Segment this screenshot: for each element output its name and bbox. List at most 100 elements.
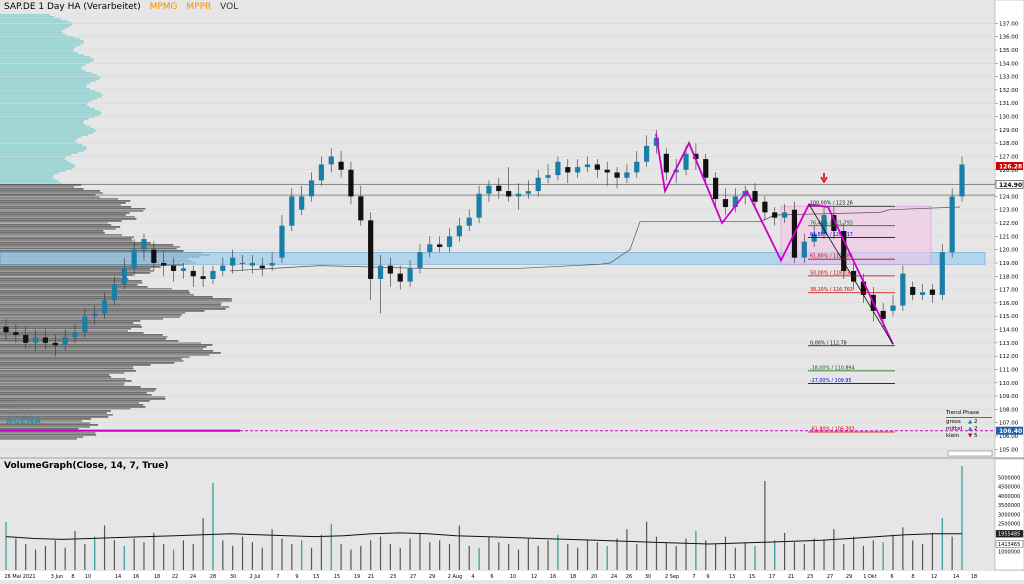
profile-bar xyxy=(0,294,194,296)
fib-label: 61,80% / 119.284 xyxy=(810,254,853,260)
profile-bar xyxy=(0,62,90,64)
time-tick-label: 14 xyxy=(953,574,959,580)
time-tick-label: 16 xyxy=(133,574,139,580)
profile-bar xyxy=(0,148,87,150)
time-axis[interactable]: 26 Mai 2021 3 Jun 8 10 14 16 18 22 24 28 30 2 Jul 7 9… xyxy=(0,571,1024,580)
time-tick-label: 2 Sep xyxy=(665,574,679,580)
candle-body xyxy=(161,262,167,266)
candle-body xyxy=(663,153,669,173)
profile-bar xyxy=(0,140,76,142)
time-tick-label: 6 xyxy=(890,574,893,580)
volume-graph-header[interactable]: VolumeGraph(Close, 14, 7, True) xyxy=(4,461,169,471)
fib-label: 0,00% / 112.78 xyxy=(810,340,847,346)
profile-bar xyxy=(0,208,146,210)
time-tick-label: 9 xyxy=(706,574,709,580)
profile-bar xyxy=(0,174,55,176)
profile-bar xyxy=(0,332,144,334)
profile-bar xyxy=(0,68,82,70)
candle-body xyxy=(732,196,738,208)
profile-bar xyxy=(0,170,66,172)
profile-bar xyxy=(0,70,86,72)
profile-bar xyxy=(0,184,82,186)
profile-bar xyxy=(0,362,175,364)
time-tick-label: 18 xyxy=(971,574,977,580)
candle-body xyxy=(407,268,413,282)
candle-body xyxy=(3,326,9,333)
price-axis[interactable]: 105.00 106.00 107.00 108.00 109.00 110.00 111.… xyxy=(994,0,1024,459)
time-tick-label: 27 xyxy=(827,574,833,580)
fib-label: -61,80% / 106.303 xyxy=(810,426,855,432)
volume-tick-label: 2500000 xyxy=(998,522,1020,528)
indicator-vol[interactable]: VOL xyxy=(220,2,239,12)
profile-bar xyxy=(0,274,134,276)
candle-body xyxy=(841,231,847,271)
profile-bar xyxy=(0,224,112,226)
profile-bar xyxy=(0,116,95,118)
profile-bar xyxy=(0,198,118,200)
profile-bar xyxy=(0,130,96,132)
candle-body xyxy=(269,262,275,266)
price-tick-label: 119.00 xyxy=(999,261,1019,267)
profile-bar xyxy=(0,106,90,108)
profile-bar xyxy=(0,394,152,396)
profile-bar xyxy=(0,420,83,422)
profile-bar xyxy=(0,98,97,100)
zigzag-line xyxy=(655,133,894,345)
candle-body xyxy=(170,265,177,271)
fib-label: 38,20% / 116.763 xyxy=(810,287,853,293)
profile-bar xyxy=(0,206,132,208)
price-tick-label: 137.00 xyxy=(999,21,1019,27)
trend-phase-box: Trend Phase gross ▲ 2 mittel ▲ 2 klein ▼ 5 xyxy=(946,410,992,440)
profile-bar xyxy=(0,80,96,82)
profile-bar xyxy=(0,352,221,354)
time-tick-label: 9 xyxy=(295,574,298,580)
candle-body xyxy=(387,265,393,274)
candle-body xyxy=(880,310,886,319)
profile-bar xyxy=(0,438,77,440)
profile-bar xyxy=(0,90,96,92)
volume-tick-label: 4000000 xyxy=(998,494,1020,500)
profile-bar xyxy=(0,414,113,416)
profile-bar xyxy=(0,336,168,338)
candle-body xyxy=(121,268,127,285)
candle-body xyxy=(772,212,778,218)
volume-axis[interactable]: 1000000150000020000002500000300000035000… xyxy=(994,458,1024,571)
indicator-mppr[interactable]: MPPR xyxy=(186,2,212,12)
price-tick-label: 116.00 xyxy=(999,301,1019,307)
profile-bar xyxy=(0,406,146,408)
time-tick-label: 10 xyxy=(510,574,516,580)
profile-bar xyxy=(0,236,134,238)
volume-current-tag xyxy=(995,530,1024,538)
profile-bar xyxy=(0,122,84,124)
candle-body xyxy=(860,281,867,295)
profile-bar xyxy=(0,398,166,400)
watermark-line1: Tradesys xyxy=(5,407,32,414)
profile-bar xyxy=(0,232,105,234)
profile-bar xyxy=(0,16,55,18)
indicator-mpmg[interactable]: MPMG xyxy=(149,2,178,12)
price-tick-label: 110.00 xyxy=(999,381,1019,387)
profile-bar xyxy=(0,388,157,390)
candle-body xyxy=(72,332,78,338)
candle-body xyxy=(634,161,640,173)
volume-tick-label: 5000000 xyxy=(998,475,1020,481)
profile-bar xyxy=(0,156,67,158)
candle-body xyxy=(308,180,315,197)
profile-bar xyxy=(0,320,141,322)
profile-bar xyxy=(0,364,151,366)
time-tick-label: 15 xyxy=(749,574,755,580)
profile-bar xyxy=(0,168,72,170)
support-zone-rect xyxy=(0,252,986,265)
profile-bar xyxy=(0,334,163,336)
time-tick-label: 23 xyxy=(390,574,396,580)
profile-bar xyxy=(0,202,126,204)
candle-body xyxy=(368,220,374,279)
candle-body xyxy=(752,191,758,202)
profile-bar xyxy=(0,86,87,88)
price-tick-label: 128.00 xyxy=(999,141,1019,147)
candle-body xyxy=(831,215,837,232)
time-tick-label: 18 xyxy=(154,574,160,580)
profile-bar xyxy=(0,124,86,126)
profile-bar xyxy=(0,14,50,16)
profile-bar xyxy=(0,48,74,50)
